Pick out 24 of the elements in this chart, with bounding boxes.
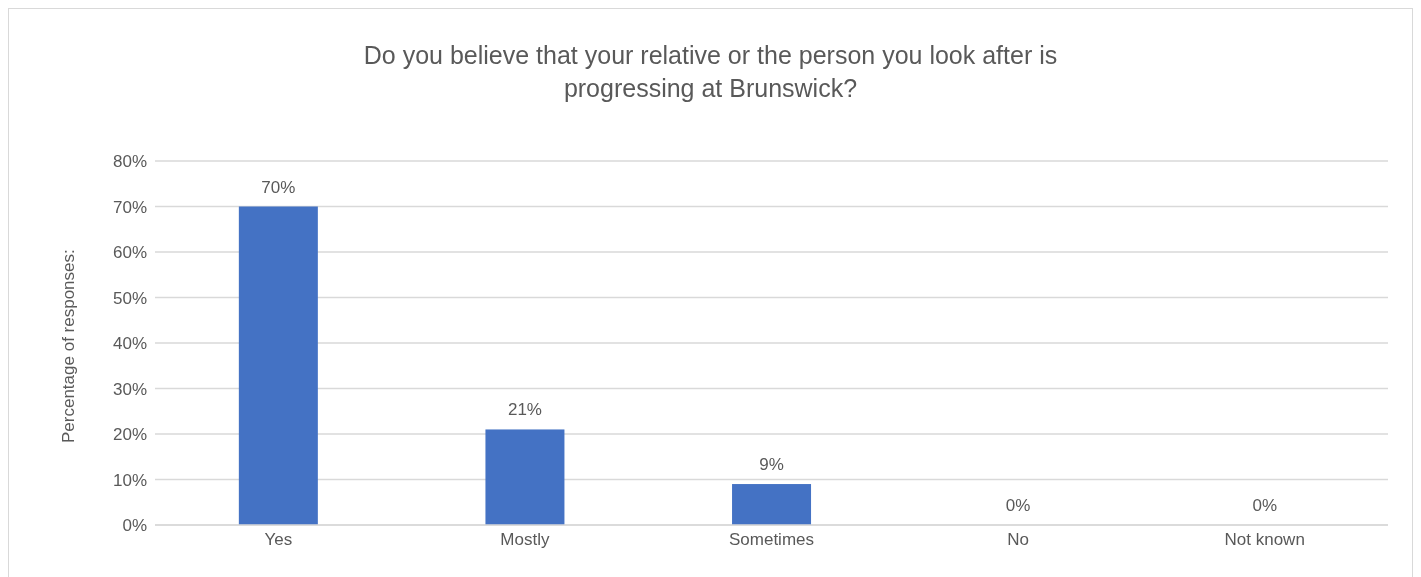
bar <box>485 429 565 525</box>
data-label: 70% <box>261 177 296 197</box>
data-label: 21% <box>507 400 542 420</box>
x-tick-label: Yes <box>264 530 293 550</box>
y-tick-label: 40% <box>112 334 147 354</box>
y-tick-label: 50% <box>112 288 147 308</box>
y-tick-label: 30% <box>112 379 147 399</box>
x-tick-label: Sometimes <box>728 530 815 550</box>
data-label: 9% <box>759 455 784 475</box>
chart-title: Do you believe that your relative or the person you look after is progressing at Brunswick? <box>362 40 1059 104</box>
data-label: 0% <box>1005 496 1031 515</box>
bar <box>732 484 812 525</box>
y-tick-label: 10% <box>112 470 147 490</box>
x-tick-label: Mostly <box>500 530 550 550</box>
x-tick-label: No <box>1007 530 1029 550</box>
y-tick-label: 20% <box>112 425 147 445</box>
data-label: 0% <box>1252 496 1278 515</box>
y-tick-label: 60% <box>112 243 147 263</box>
y-tick-label: 70% <box>112 197 147 217</box>
x-tick-label: Not known <box>1224 530 1305 550</box>
bar <box>238 206 318 525</box>
y-tick-label: 80% <box>112 152 147 172</box>
y-axis-title: Percentage of responses: <box>59 249 79 443</box>
y-tick-label: 0% <box>122 516 147 536</box>
